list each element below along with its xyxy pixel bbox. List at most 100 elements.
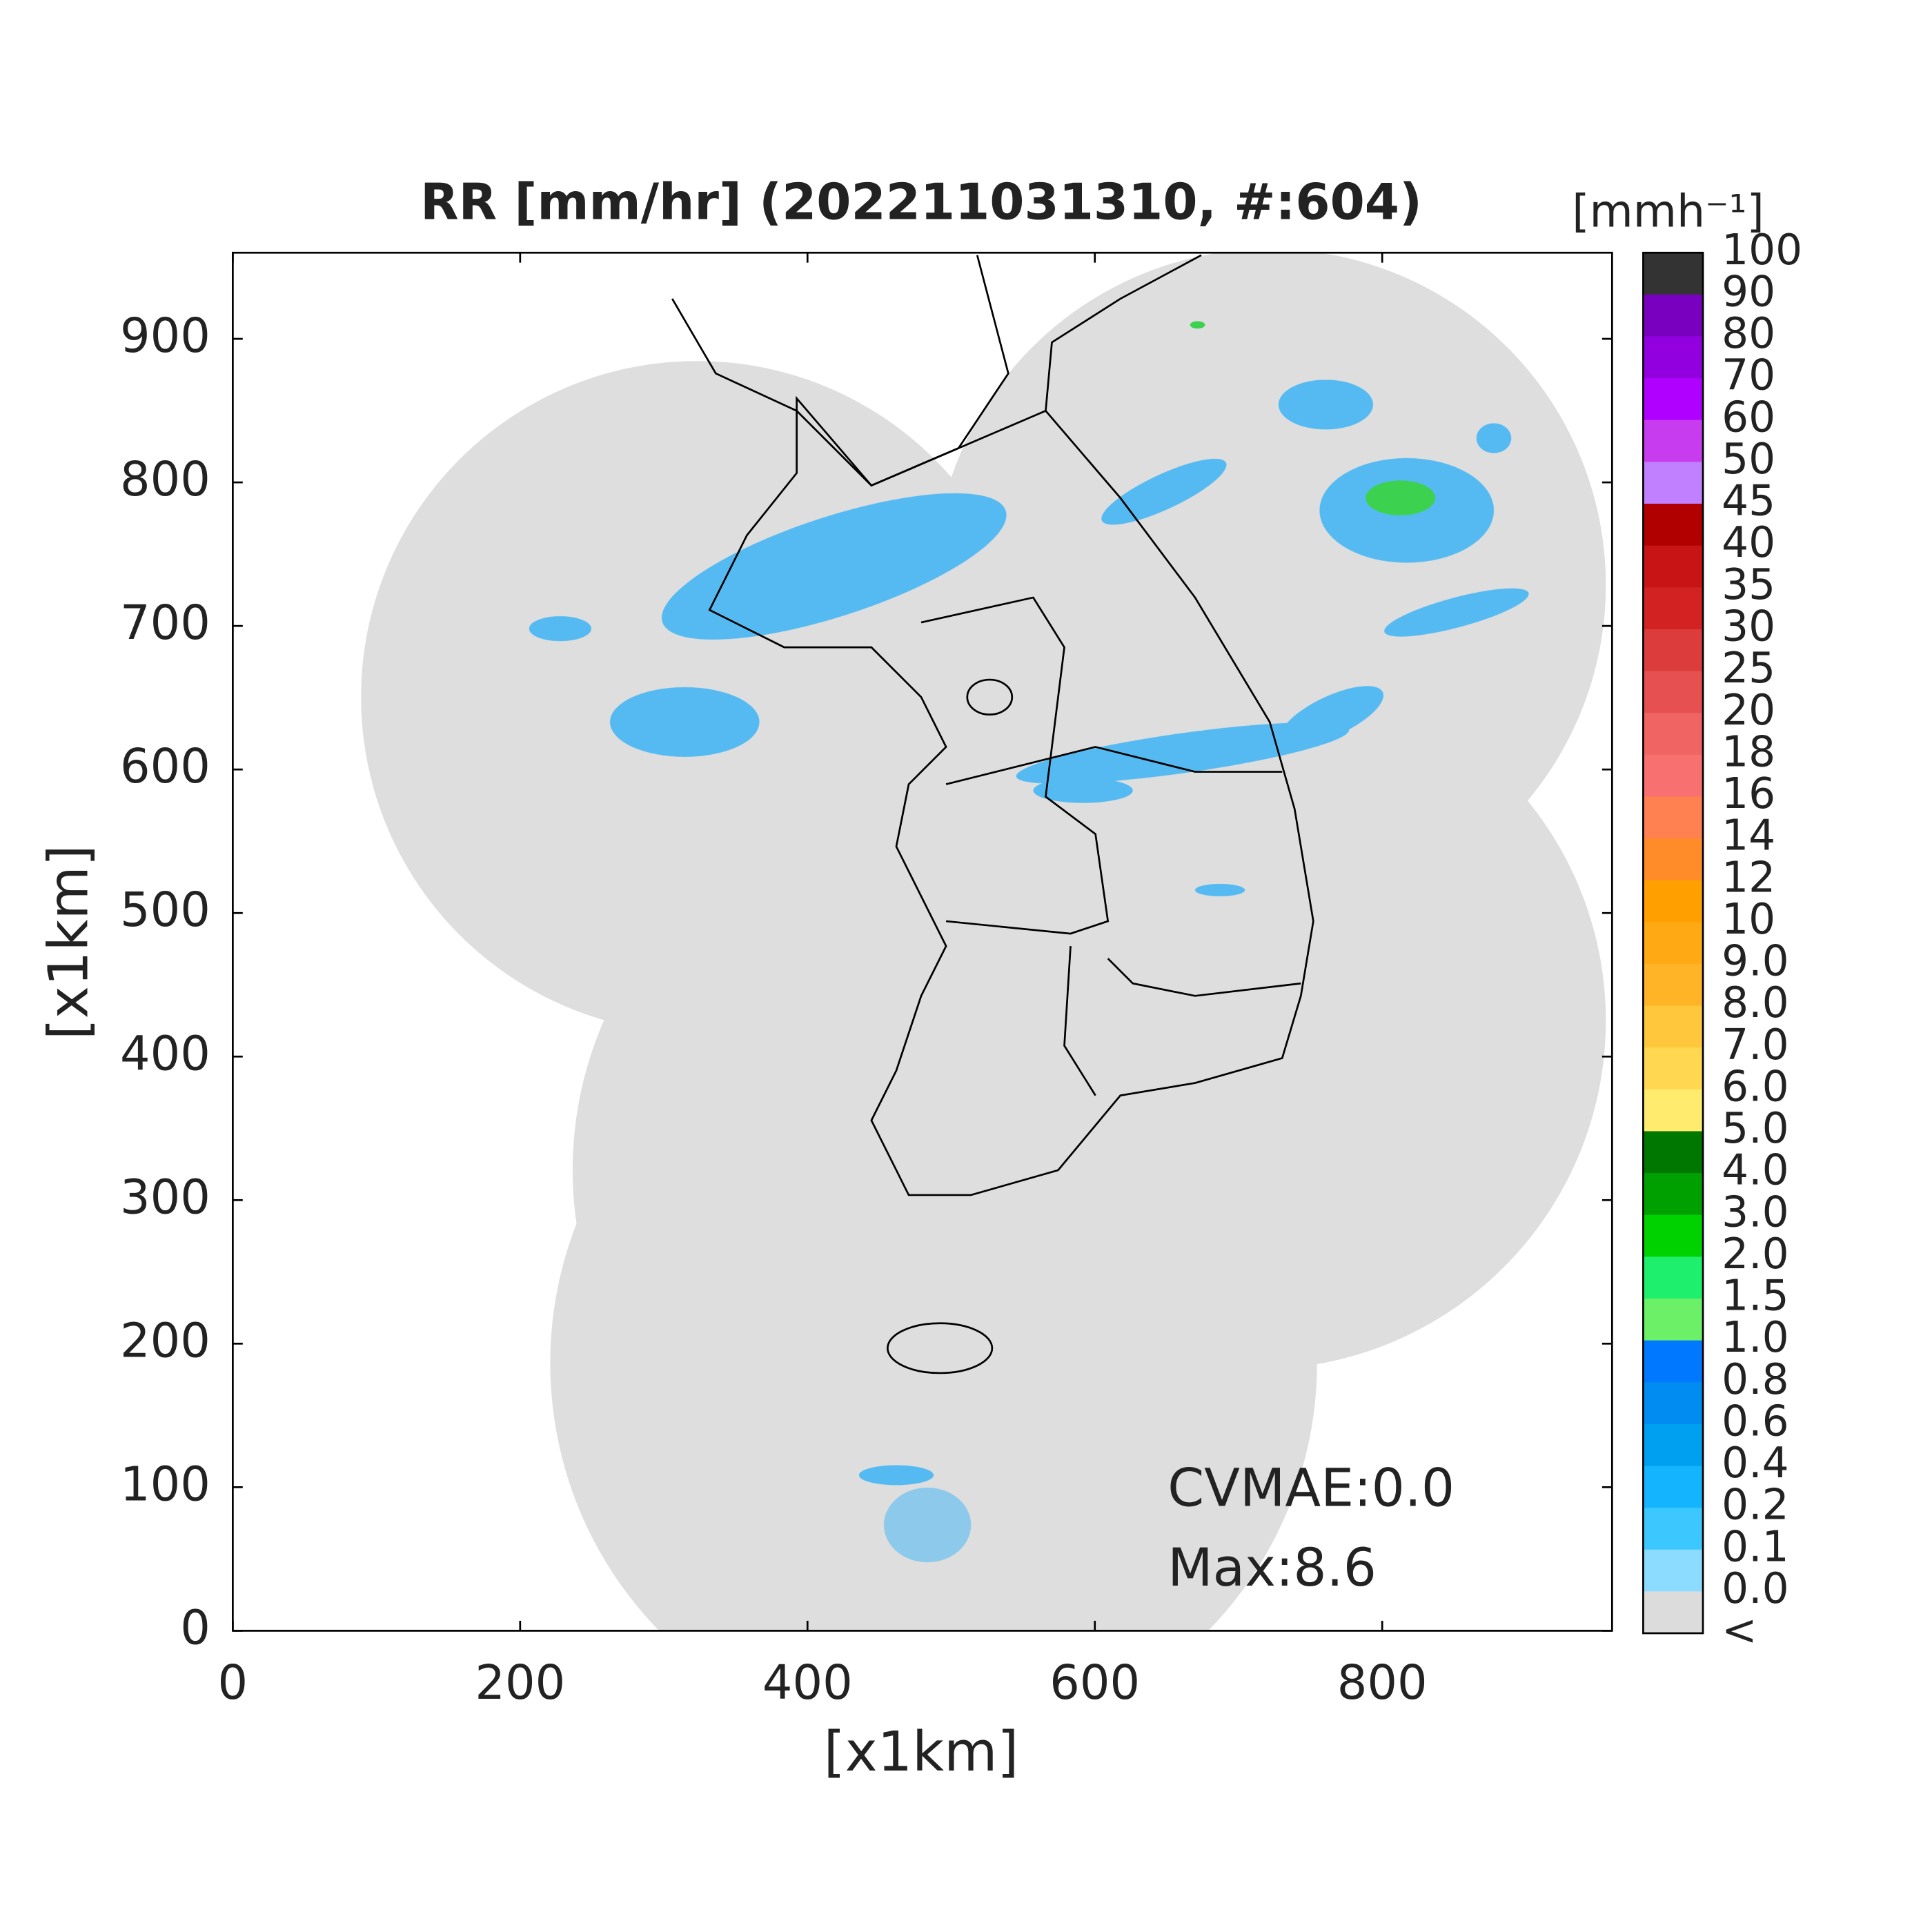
rain-area xyxy=(858,1465,934,1486)
colorbar-label: 1.5 xyxy=(1722,1272,1789,1321)
colorbar-label: 16 xyxy=(1722,769,1775,818)
colorbar-swatch xyxy=(1643,587,1704,630)
colorbar-swatch xyxy=(1643,671,1704,714)
colorbar-swatch xyxy=(1643,420,1704,463)
x-tick-label: 200 xyxy=(475,1655,565,1711)
y-axis-label: [x1km] xyxy=(37,845,101,1040)
colorbar-unit: [mmh⁻¹] xyxy=(1572,186,1764,237)
colorbar-label: 30 xyxy=(1722,602,1775,651)
colorbar-swatch xyxy=(1643,1173,1704,1216)
map xyxy=(361,253,1606,1631)
colorbar-label: 35 xyxy=(1722,560,1775,609)
rain-area xyxy=(1280,686,1383,746)
colorbar-label: 0.1 xyxy=(1722,1522,1789,1571)
colorbar-label: 5.0 xyxy=(1722,1104,1789,1153)
colorbar-swatch xyxy=(1643,629,1704,672)
colorbar-label: 7.0 xyxy=(1722,1021,1789,1070)
annotation: Max:8.6 xyxy=(1167,1537,1377,1598)
rain-area xyxy=(661,493,1007,640)
colorbar-label: 80 xyxy=(1722,309,1775,358)
colorbar-swatch xyxy=(1643,963,1704,1007)
city-border xyxy=(966,678,1014,716)
colorbar-swatch xyxy=(1643,1340,1704,1383)
rain-area xyxy=(529,616,591,642)
border-line xyxy=(1045,254,1202,411)
colorbar-label: 18 xyxy=(1722,727,1775,776)
x-tick-label: 800 xyxy=(1337,1655,1428,1711)
y-tick-label: 600 xyxy=(120,739,210,794)
colorbar-swatch xyxy=(1643,754,1704,798)
colorbar-label: 2.0 xyxy=(1722,1230,1789,1279)
colorbar-label: 40 xyxy=(1722,518,1775,567)
title: RR [mm/hr] (202211031310, #:604) xyxy=(420,174,1422,232)
colorbar-label: 70 xyxy=(1722,351,1775,400)
x-tick-label: 400 xyxy=(762,1655,853,1711)
colorbar-swatch xyxy=(1643,294,1704,337)
rain-area xyxy=(1476,423,1512,453)
x-tick-label: 0 xyxy=(218,1655,248,1711)
colorbar-swatch xyxy=(1643,1131,1704,1174)
colorbar-label: 6.0 xyxy=(1722,1062,1789,1111)
colorbar-swatch xyxy=(1643,838,1704,881)
plot-frame xyxy=(232,251,1613,1632)
colorbar-swatch xyxy=(1643,1214,1704,1258)
colorbar-swatch xyxy=(1643,1005,1704,1049)
colorbar-label: 20 xyxy=(1722,686,1775,735)
colorbar-label: 0.0 xyxy=(1722,1564,1789,1613)
colorbar-swatch xyxy=(1643,1633,1704,1676)
colorbar-label: 45 xyxy=(1722,477,1775,526)
colorbar-label: 0.4 xyxy=(1722,1439,1789,1488)
colorbar-label: 12 xyxy=(1722,853,1775,902)
y-tick-label: 900 xyxy=(120,308,210,364)
colorbar-swatch xyxy=(1643,1466,1704,1509)
colorbar: 100908070605045403530252018161412109.08.… xyxy=(1642,226,1802,1676)
colorbar-swatch xyxy=(1643,504,1704,546)
x-axis-label: [x1km] xyxy=(824,1719,1019,1784)
province-border xyxy=(1063,946,1096,1096)
colorbar-swatch xyxy=(1643,1423,1704,1467)
y-tick-label: 800 xyxy=(120,452,210,507)
colorbar-label: 100 xyxy=(1722,226,1802,275)
colorbar-label: 25 xyxy=(1722,644,1775,693)
y-tick-label: 100 xyxy=(120,1457,210,1512)
colorbar-label: 10 xyxy=(1722,895,1775,944)
rain-area xyxy=(883,1487,972,1563)
colorbar-label: 90 xyxy=(1722,267,1775,316)
rain-area xyxy=(1194,883,1245,896)
coverage-circle xyxy=(550,980,1317,1631)
colorbar-swatch xyxy=(1643,1047,1704,1090)
ticks: 0 200 400 600 800 0 100 200 300 400 500 600 700 800 90… xyxy=(120,253,1613,1711)
colorbar-swatch xyxy=(1643,545,1704,589)
rain-area xyxy=(1033,778,1133,803)
colorbar-label: 14 xyxy=(1722,811,1775,860)
y-tick-label: 200 xyxy=(120,1313,210,1368)
colorbar-swatch xyxy=(1643,880,1704,923)
colorbar-swatch xyxy=(1643,1256,1704,1299)
colorbar-swatch xyxy=(1643,253,1704,295)
colorbar-label: < xyxy=(1722,1606,1757,1655)
colorbar-swatch xyxy=(1643,1382,1704,1425)
colorbar-label: 0.2 xyxy=(1722,1481,1789,1530)
colorbar-label: 0.8 xyxy=(1722,1355,1789,1404)
peninsula xyxy=(708,395,1314,1196)
rain-area xyxy=(610,687,760,757)
colorbar-label: 0.6 xyxy=(1722,1397,1789,1446)
province-border xyxy=(1107,958,1301,997)
colorbar-swatch xyxy=(1643,1298,1704,1341)
coastline xyxy=(671,254,1314,1374)
colorbar-label: 8.0 xyxy=(1722,978,1789,1027)
rain-areas xyxy=(529,379,1529,1563)
colorbar-label: 4.0 xyxy=(1722,1146,1789,1195)
heavy-rain-area xyxy=(1366,480,1436,515)
y-tick-label: 700 xyxy=(120,595,210,651)
colorbar-swatch xyxy=(1643,1089,1704,1132)
island xyxy=(886,1322,994,1374)
colorbar-swatch xyxy=(1643,796,1704,839)
rain-area xyxy=(1101,458,1227,525)
rain-area xyxy=(1278,379,1373,430)
annotation: CVMAE:0.0 xyxy=(1167,1457,1455,1518)
rain-area xyxy=(1016,722,1350,784)
colorbar-swatch xyxy=(1643,713,1704,756)
rain-area xyxy=(1384,588,1529,637)
